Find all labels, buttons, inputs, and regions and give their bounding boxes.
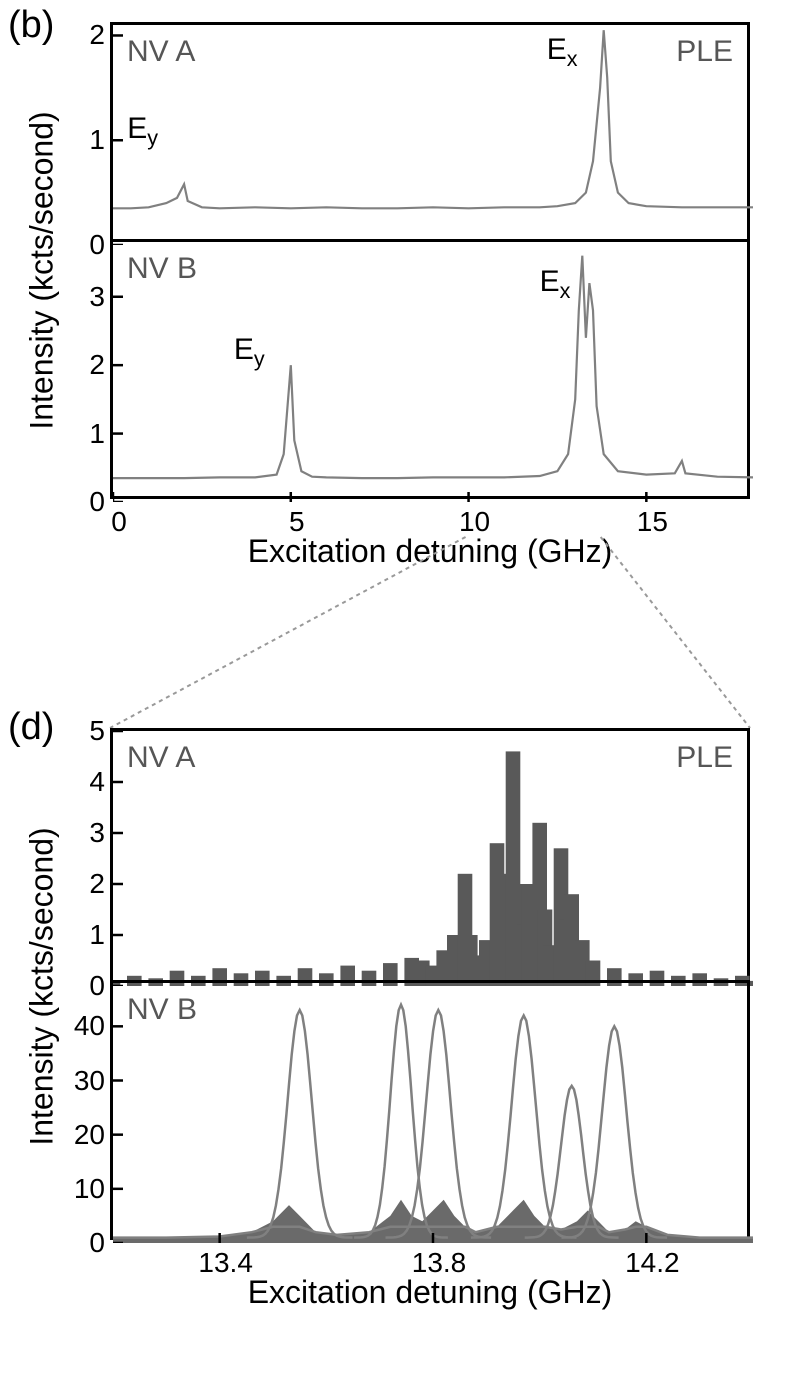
ytick-label: 0 (89, 970, 105, 1002)
ytick-label: 0 (89, 229, 105, 261)
panel-d-top-title: NV A (127, 741, 195, 775)
xtick-label: 13.8 (409, 1247, 469, 1279)
ytick-label: 2 (89, 868, 105, 900)
peak-label: Ey (234, 333, 265, 372)
panel-d-bottom-subplot: NV B 01020304013.413.814.2 (110, 980, 750, 1240)
panel-d-top-subplot: NV A PLE 012345 (110, 728, 750, 983)
panel-d-bottom-title: NV B (127, 993, 197, 1027)
panel-b-top-rightlabel: PLE (676, 35, 733, 69)
ytick-label: 2 (89, 19, 105, 51)
xtick-label: 5 (267, 506, 327, 538)
xtick-label: 10 (445, 506, 505, 538)
ytick-label: 40 (74, 1010, 105, 1042)
panel-b-top-svg (113, 25, 753, 245)
ytick-label: 10 (74, 1173, 105, 1205)
panel-b-bottom-svg (113, 242, 753, 502)
panel-b-top-title: NV A (127, 35, 195, 69)
ytick-label: 5 (89, 715, 105, 747)
panel-d-xlabel: Excitation detuning (GHz) (110, 1274, 750, 1311)
panel-b-group: Intensity (kcts/second) NV A PLE 0 1 2 Ey Ex… (0, 22, 789, 570)
ytick-label: 20 (74, 1119, 105, 1151)
panel-b-ylabel: Intensity (kcts/second) (24, 71, 61, 471)
panel-d-top-rightlabel: PLE (676, 741, 733, 775)
panel-d-top-svg (113, 731, 753, 986)
xtick-label: 15 (622, 506, 682, 538)
ytick-label: 4 (89, 766, 105, 798)
xtick-label: 0 (89, 506, 149, 538)
figure-container: (b) Intensity (kcts/second) NV A PLE 012… (0, 0, 789, 1390)
ytick-label: 30 (74, 1065, 105, 1097)
ytick-label: 0 (89, 1227, 105, 1259)
ytick-label: 1 (89, 124, 105, 156)
peak-label: Ey (127, 112, 158, 151)
xtick-label: 13.4 (196, 1247, 256, 1279)
ytick-label: 3 (89, 817, 105, 849)
ytick-label: 3 (89, 281, 105, 313)
ytick-label: 1 (89, 919, 105, 951)
xtick-label: 14.2 (622, 1247, 682, 1279)
peak-label: Ex (547, 33, 578, 72)
panel-d-ylabel: Intensity (kcts/second) (24, 787, 61, 1187)
ytick-label: 2 (89, 349, 105, 381)
panel-d-bottom-svg (113, 983, 753, 1243)
panel-b-bottom-subplot: NV B 0123051015EyEx (110, 239, 750, 499)
ytick-label: 1 (89, 418, 105, 450)
peak-label: Ex (540, 265, 571, 304)
panel-d-group: Intensity (kcts/second) NV A PLE 012345 … (0, 728, 789, 1311)
panel-b-xlabel: Excitation detuning (GHz) (110, 533, 750, 570)
panel-b-top-subplot: NV A PLE 012EyEx (110, 22, 750, 242)
panel-b-bottom-title: NV B (127, 252, 197, 286)
